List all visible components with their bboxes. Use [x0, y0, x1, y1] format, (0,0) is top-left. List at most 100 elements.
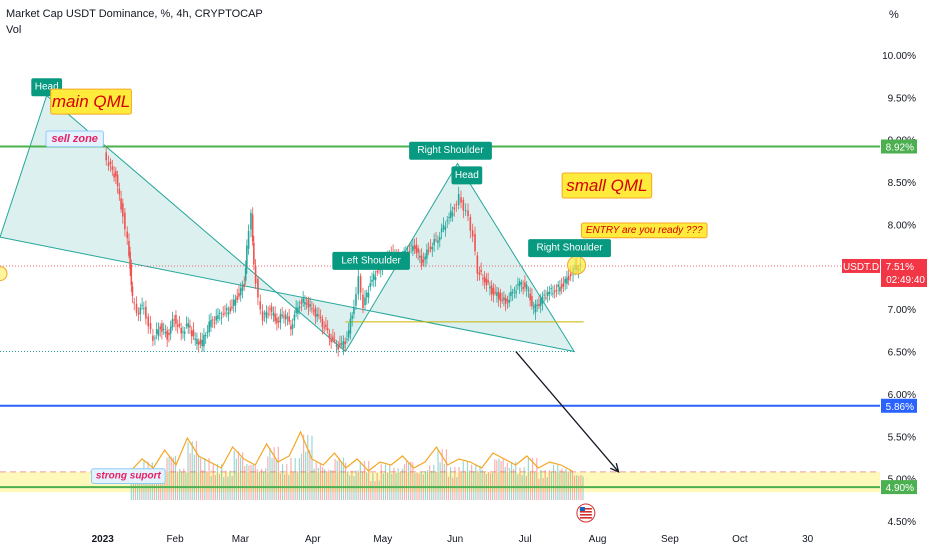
volume-bar — [321, 466, 324, 500]
candle-body — [155, 329, 158, 335]
candle-body — [210, 319, 212, 328]
current-price-tag: 7.51% — [886, 262, 914, 273]
candle-body — [534, 303, 537, 313]
candle-body — [244, 267, 247, 281]
volume-bar — [510, 462, 513, 500]
candle-body — [471, 230, 474, 237]
candle-body — [238, 293, 240, 297]
candle-body — [431, 246, 434, 250]
volume-bar — [536, 458, 538, 500]
candle-body — [222, 313, 225, 315]
volume-bar — [506, 462, 508, 500]
candle-body — [180, 327, 182, 334]
candle-body — [332, 336, 334, 340]
candle-body — [499, 293, 502, 301]
candle-body — [133, 302, 136, 304]
main-qml-label-text: main QML — [52, 92, 130, 111]
volume-bar — [393, 467, 395, 500]
time-tick-label: Mar — [232, 534, 250, 545]
volume-bar — [408, 463, 410, 500]
volume-bar — [464, 471, 466, 500]
volume-bar — [172, 457, 174, 500]
volume-bar — [206, 471, 208, 500]
volume-bar — [298, 458, 300, 500]
volume-bar — [254, 465, 256, 500]
candle-body — [182, 331, 184, 333]
candle-body — [469, 217, 472, 231]
symbol-tag-box — [842, 258, 880, 273]
candle-body — [490, 285, 493, 294]
volume-bar — [359, 461, 361, 500]
candle-body — [427, 249, 430, 252]
volume-bar — [508, 467, 511, 500]
volume-bar — [292, 472, 294, 500]
candle-body — [460, 197, 462, 203]
time-tick-label: Jul — [519, 534, 532, 545]
candle-body — [234, 299, 237, 306]
sell-zone-price-tag-box — [881, 139, 917, 154]
volume-bar — [571, 470, 574, 500]
left-shoulder-label-text: Left Shoulder — [341, 255, 401, 266]
candle-body — [149, 323, 152, 330]
volume-bar — [221, 464, 223, 500]
candle-body — [369, 283, 372, 288]
pattern-labels: Head Right Shoulder Head Left Shoulder Right… — [31, 78, 708, 484]
candle-body — [283, 316, 285, 318]
candle-body — [494, 291, 496, 293]
candle-body — [513, 289, 516, 291]
volume-bar — [447, 476, 450, 500]
volume-bar — [374, 481, 376, 500]
candle-body — [524, 282, 526, 288]
candle-body — [550, 288, 552, 290]
candle-body — [257, 278, 259, 298]
candle-body — [115, 171, 117, 177]
candle-body — [199, 339, 202, 344]
candle-body — [196, 339, 198, 345]
volume-bar — [132, 480, 135, 500]
volume-bar — [313, 468, 315, 500]
volume-bar — [233, 450, 235, 500]
candle-body — [333, 339, 336, 342]
candle-body — [154, 337, 156, 339]
volume-bar — [494, 459, 496, 500]
candle-body — [139, 307, 142, 314]
candle-body — [489, 286, 491, 289]
candle-body — [227, 311, 230, 315]
candle-body — [438, 237, 441, 241]
candle-body — [130, 264, 133, 286]
strong-support-label: strong suport — [91, 468, 166, 484]
small-qml-label-box — [561, 172, 653, 199]
volume-bar — [412, 462, 414, 500]
volume-bar — [405, 460, 408, 500]
chart-title: Market Cap USDT Dominance, %, 4h, CRYPTO… — [6, 8, 263, 20]
sell-zone-label-text: sell zone — [51, 133, 97, 145]
candle-body — [545, 297, 547, 299]
candle-body — [546, 292, 549, 297]
candle-body — [506, 299, 509, 302]
candle-body — [122, 203, 124, 217]
price-tick-label: 4.50% — [888, 517, 916, 528]
time-tick-label: Apr — [305, 534, 321, 545]
volume-bar — [361, 471, 364, 500]
candle-body — [311, 308, 313, 310]
candle-body — [192, 329, 195, 337]
volume-bar — [540, 470, 542, 500]
volume-bar — [355, 470, 357, 500]
volume-bar — [368, 461, 370, 500]
volume-bar — [290, 458, 292, 500]
volume-bar — [149, 469, 151, 500]
candle-body — [511, 291, 514, 294]
us-flag-icon — [576, 503, 596, 523]
candle-body — [330, 339, 332, 343]
candle-body — [128, 240, 130, 256]
right-shoulder-label-text: Right Shoulder — [417, 145, 484, 156]
candle-body — [451, 212, 454, 216]
scale-mode-button[interactable]: % — [889, 9, 899, 21]
candle-body — [111, 166, 114, 170]
candle-body — [288, 316, 290, 322]
candle-body — [353, 306, 355, 315]
candle-body — [536, 304, 538, 306]
left-shoulder-label: Left Shoulder — [332, 251, 410, 270]
volume-bar — [248, 465, 250, 500]
